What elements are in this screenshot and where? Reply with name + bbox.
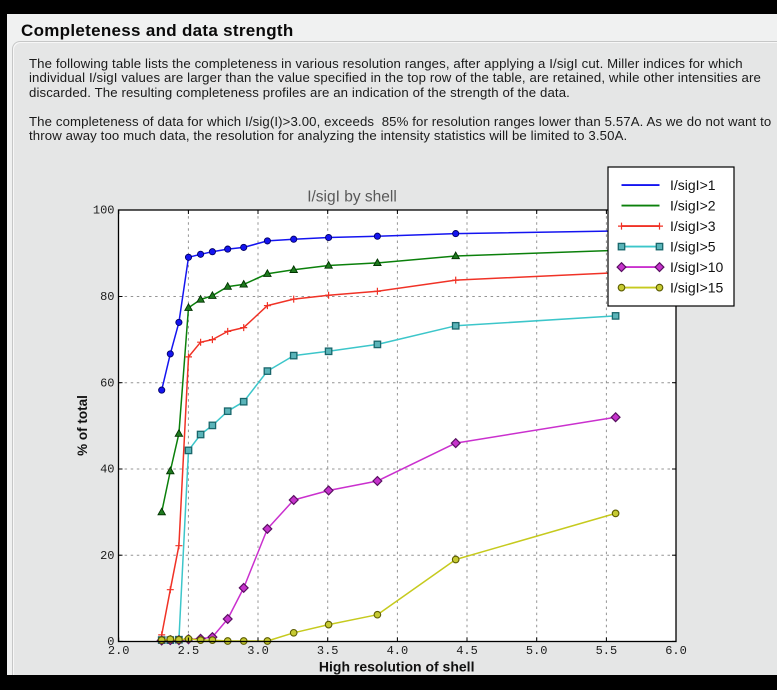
svg-text:I/sigI>15: I/sigI>15 [670, 279, 724, 295]
svg-text:% of total: % of total [75, 395, 90, 456]
svg-text:5.5: 5.5 [596, 644, 618, 658]
svg-text:I/sigI by shell: I/sigI by shell [307, 189, 397, 206]
svg-text:0: 0 [107, 635, 114, 649]
svg-text:High resolution of shell: High resolution of shell [319, 659, 475, 675]
svg-text:I/sigI>10: I/sigI>10 [670, 259, 724, 275]
svg-text:2.5: 2.5 [178, 644, 200, 658]
svg-text:6.0: 6.0 [665, 644, 687, 658]
svg-text:2.0: 2.0 [108, 644, 130, 658]
svg-text:80: 80 [100, 290, 114, 304]
svg-text:I/sigI>3: I/sigI>3 [670, 218, 716, 234]
svg-text:40: 40 [100, 463, 114, 477]
svg-text:I/sigI>2: I/sigI>2 [670, 197, 716, 213]
svg-text:100: 100 [93, 204, 115, 218]
svg-text:I/sigI>1: I/sigI>1 [670, 177, 716, 193]
svg-text:I/sigI>5: I/sigI>5 [670, 238, 716, 254]
svg-text:60: 60 [100, 376, 114, 390]
svg-text:20: 20 [100, 549, 114, 563]
svg-text:4.0: 4.0 [387, 644, 409, 658]
svg-text:4.5: 4.5 [456, 644, 478, 658]
svg-text:3.0: 3.0 [247, 644, 269, 658]
svg-text:3.5: 3.5 [317, 644, 339, 658]
svg-text:5.0: 5.0 [526, 644, 548, 658]
